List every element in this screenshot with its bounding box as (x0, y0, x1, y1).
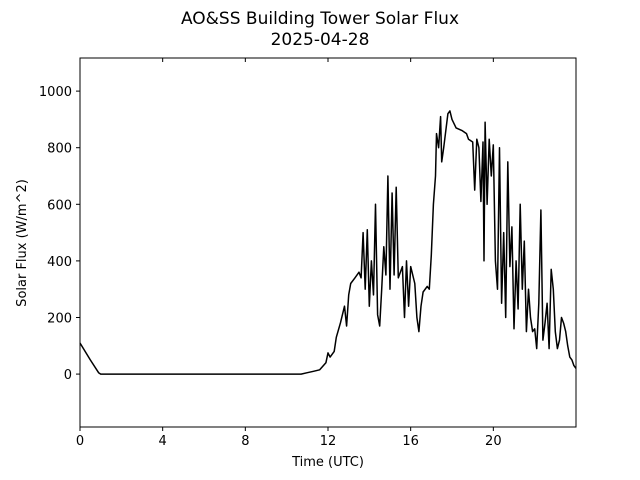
y-tick-label: 0 (64, 368, 72, 383)
y-tick-label: 800 (47, 142, 72, 157)
plot-frame (79, 57, 577, 428)
chart-subtitle: 2025-04-28 (271, 30, 370, 50)
x-tick-label: 12 (320, 434, 337, 449)
x-tick-label: 4 (159, 434, 167, 449)
y-tick-label: 600 (47, 198, 72, 213)
y-tick-label: 200 (47, 311, 72, 326)
x-tick-label: 0 (76, 434, 84, 449)
x-tick-label: 8 (241, 434, 249, 449)
y-tick-label: 400 (47, 255, 72, 270)
chart-title: AO&SS Building Tower Solar Flux (181, 9, 459, 29)
x-axis-label: Time (UTC) (291, 455, 364, 470)
y-axis-label: Solar Flux (W/m^2) (15, 179, 30, 307)
line (79, 110, 577, 375)
x-tick-label: 16 (402, 434, 419, 449)
y-tick-label: 1000 (39, 85, 72, 100)
x-tick-label: 20 (485, 434, 502, 449)
